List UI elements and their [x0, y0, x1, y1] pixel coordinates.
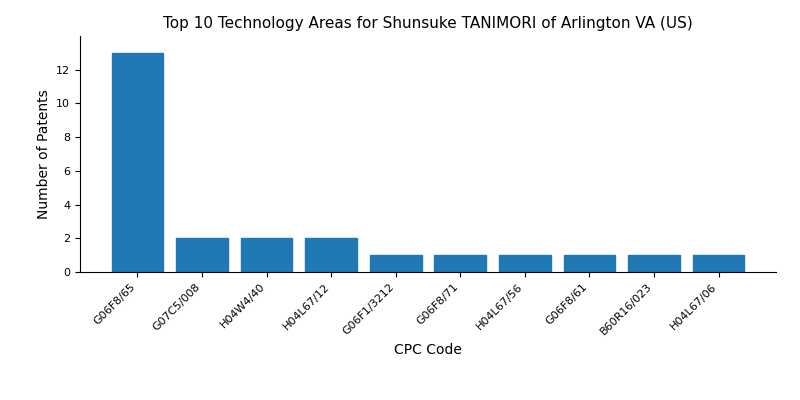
Bar	[370, 255, 422, 272]
Bar	[306, 238, 357, 272]
Bar	[241, 238, 293, 272]
Bar	[563, 255, 615, 272]
Y-axis label: Number of Patents: Number of Patents	[37, 89, 50, 219]
Bar	[176, 238, 228, 272]
X-axis label: CPC Code: CPC Code	[394, 343, 462, 357]
Bar	[112, 53, 163, 272]
Bar	[628, 255, 680, 272]
Bar	[434, 255, 486, 272]
Bar	[693, 255, 744, 272]
Bar	[499, 255, 550, 272]
Title: Top 10 Technology Areas for Shunsuke TANIMORI of Arlington VA (US): Top 10 Technology Areas for Shunsuke TAN…	[163, 16, 693, 31]
